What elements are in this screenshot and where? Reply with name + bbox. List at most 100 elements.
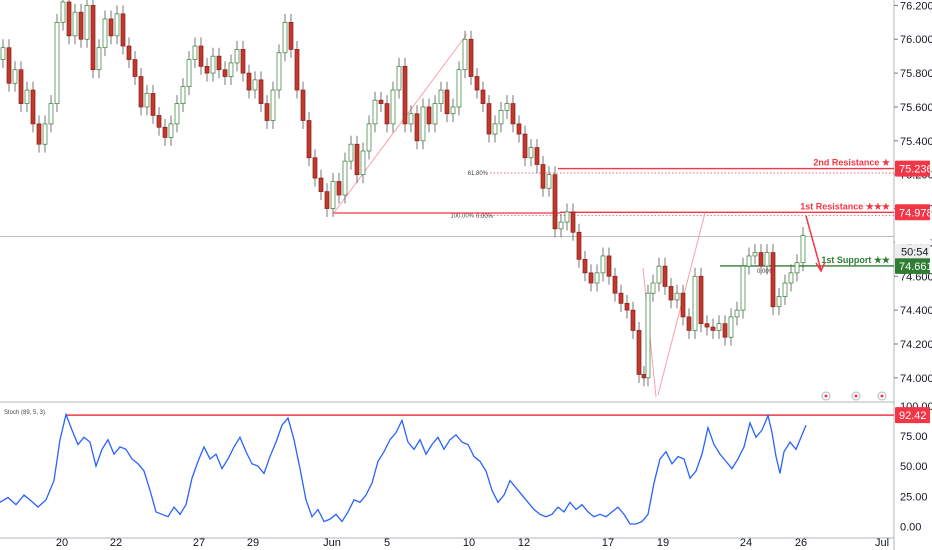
stoch-level-tag: 92.42: [895, 407, 930, 424]
level-price-tag: 75.236: [895, 160, 932, 177]
candle-body: [558, 221, 564, 230]
price-tick-label: 74.200: [900, 339, 932, 351]
level-price-tag-text: 75.236: [899, 164, 932, 176]
candle-body: [54, 21, 60, 104]
candle-body: [594, 272, 600, 284]
flag-icon: [877, 391, 887, 401]
countdown-bg: [895, 244, 930, 259]
fib-label: 61.80%: [468, 171, 489, 177]
candle-body: [716, 323, 722, 331]
candle-body: [24, 89, 30, 104]
projection-line: [332, 33, 468, 215]
flag-icon: [821, 391, 831, 401]
candle-body: [624, 303, 630, 311]
time-tick-label: 17: [602, 537, 614, 549]
candle-body: [84, 5, 90, 40]
candle-body: [186, 59, 192, 87]
candle-body: [402, 65, 408, 125]
candle-body: [426, 106, 432, 125]
candle-body: [516, 123, 522, 135]
candle-body: [540, 164, 546, 189]
time-tick-label: 12: [518, 537, 530, 549]
time-tick-label: 20: [56, 537, 68, 549]
candle-body: [686, 316, 692, 331]
price-tick-label: 74.400: [900, 305, 932, 317]
candle-body: [710, 326, 716, 331]
candle-body: [468, 38, 474, 77]
candle-body: [318, 177, 324, 192]
candle-body: [228, 62, 234, 77]
candle-body: [588, 272, 594, 284]
flag-icon-dot: [880, 394, 884, 398]
candle-body: [258, 79, 264, 104]
candle-body: [66, 1, 72, 37]
target-arrowhead: [815, 261, 826, 273]
candle-body: [444, 89, 450, 115]
candle-body: [360, 150, 366, 176]
candle-body: [722, 323, 728, 338]
candle-body: [366, 123, 372, 152]
candle-body: [390, 89, 396, 125]
candle-body: [48, 103, 54, 125]
fib-label: 100.00%: [450, 213, 474, 219]
countdown-label: 50:54: [901, 246, 929, 258]
candles: [0, 0, 806, 387]
candle-body: [462, 38, 468, 71]
candle-body: [42, 123, 48, 145]
candle-body: [30, 89, 36, 125]
level-price-tag-bg: [895, 257, 930, 274]
flag-icon-dot: [824, 394, 828, 398]
candle-body: [552, 174, 558, 230]
candle-body: [758, 252, 764, 267]
candle-body: [288, 21, 294, 50]
candle-body: [306, 120, 312, 159]
stoch-tick-label: 75.00: [900, 431, 928, 443]
candle-body: [612, 275, 618, 294]
time-tick-label: 29: [247, 537, 259, 549]
candle-body: [680, 292, 686, 318]
candle-body: [144, 93, 150, 108]
candle-body: [420, 106, 426, 142]
candle-body: [630, 309, 636, 331]
price-tick-label: 74.000: [900, 373, 932, 385]
price-tick-label: 76.000: [900, 34, 932, 46]
candle-body: [300, 89, 306, 121]
price-tags: 75.236 74.978 74.661 74.836 50:54 92.42: [895, 160, 932, 424]
flag-icon: [851, 391, 861, 401]
candle-body: [6, 47, 12, 84]
candle-body: [662, 265, 668, 287]
candle-body: [132, 59, 138, 77]
candle-body: [264, 103, 270, 121]
grid: [0, 0, 895, 550]
candle-body: [324, 191, 330, 209]
candle-body: [498, 110, 504, 125]
candle-body: [645, 292, 651, 379]
candle-body: [210, 55, 216, 74]
candle-body: [408, 113, 414, 125]
candle-body: [764, 252, 770, 267]
candle-body: [180, 86, 186, 104]
time-tick-label: 22: [110, 537, 122, 549]
time-tick-label: 5: [384, 537, 390, 549]
stoch-tick-label: 50.00: [900, 461, 928, 473]
candle-body: [270, 89, 276, 121]
candle-body: [776, 296, 782, 308]
candle-body: [204, 65, 210, 74]
level-price-tag-bg: [895, 204, 930, 221]
candle-body: [674, 292, 680, 301]
candle-body: [96, 47, 102, 71]
candle-body: [504, 103, 510, 111]
candle-body: [138, 76, 144, 108]
candle-body: [192, 45, 198, 60]
level-label: 2nd Resistance ★: [813, 158, 891, 168]
candle-body: [438, 89, 444, 104]
level-label: 1st Support ★★: [821, 255, 891, 265]
candle-body: [12, 69, 18, 84]
candle-body: [72, 11, 78, 37]
candle-body: [668, 286, 674, 301]
candle-body: [216, 55, 222, 71]
level-label: 1st Resistance ★★★: [800, 201, 891, 211]
current-price-tag-bg: [895, 228, 930, 245]
time-tick-label: Jul: [875, 537, 889, 549]
